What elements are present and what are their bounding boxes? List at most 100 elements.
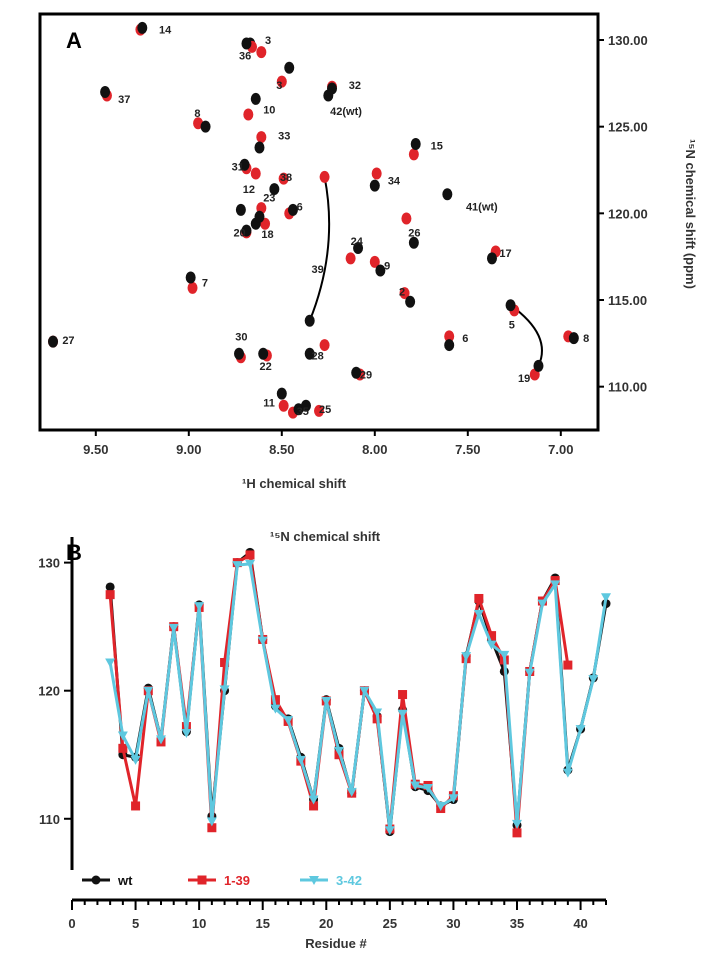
data-point <box>499 650 510 660</box>
legend-item: wt <box>82 873 133 888</box>
peak-wt <box>353 242 364 254</box>
peak-label: 29 <box>360 370 372 382</box>
data-point <box>410 781 421 791</box>
panel-label-a: A <box>66 28 82 53</box>
peak-label: 27 <box>62 335 74 347</box>
peak-wt <box>235 203 246 216</box>
peak-wt <box>486 252 497 265</box>
peak-variant <box>408 148 419 161</box>
x-tick-label-b: 10 <box>192 916 206 931</box>
y-tick-label-a: 120.00 <box>608 206 648 221</box>
peak-label: 42(wt) <box>330 106 362 118</box>
data-point <box>562 768 573 778</box>
data-point <box>220 658 230 668</box>
peak-wt <box>254 210 265 223</box>
peak-label: 22 <box>259 361 271 373</box>
peak-label: 6 <box>462 333 468 345</box>
data-point <box>575 725 586 735</box>
peak-label: 32 <box>349 80 361 92</box>
data-point <box>346 787 357 797</box>
data-point <box>207 823 217 833</box>
data-point <box>232 561 243 571</box>
y-axis-b: 110 120 130 <box>38 556 72 827</box>
data-point <box>461 652 472 662</box>
peak-wt <box>533 359 544 372</box>
peak-wt <box>442 188 453 201</box>
peak-wt <box>200 120 211 133</box>
peak-label: 25 <box>319 404 331 416</box>
data-point <box>398 690 408 700</box>
data-point <box>257 636 268 646</box>
series-3-42 <box>105 559 611 836</box>
peak-label: 14 <box>159 25 172 37</box>
peak-wt <box>254 141 265 154</box>
peak-wt <box>276 387 287 400</box>
peak-variant <box>256 46 267 59</box>
peak-variant <box>276 75 287 88</box>
data-point <box>601 593 611 603</box>
y-axis-title-a: ¹⁵N chemical shift (ppm) <box>683 139 698 289</box>
chart-title-b: ¹⁵N chemical shift <box>270 529 381 544</box>
panel-label-b: B <box>66 540 82 565</box>
peak-wt <box>327 82 338 95</box>
y-axis-a: 110.00 115.00 120.00 125.00 130.00 <box>598 33 648 395</box>
shift-trajectories <box>308 176 543 367</box>
peak-wt <box>185 271 196 284</box>
peak-label: 39 <box>312 264 324 276</box>
x-tick-label-a: 9.50 <box>83 442 108 457</box>
peak-variant <box>319 339 330 352</box>
peak-wt <box>48 335 59 348</box>
peak-wt <box>405 295 416 308</box>
peak-wt <box>351 366 362 379</box>
y-tick-label-a: 110.00 <box>608 380 647 395</box>
peak-wt <box>137 21 148 34</box>
peak-label: 26 <box>408 227 420 239</box>
peak-variant <box>401 212 412 225</box>
data-point <box>295 755 306 765</box>
peak-label: 41(wt) <box>466 201 498 213</box>
data-point <box>321 696 332 706</box>
data-point <box>91 875 101 885</box>
peak-wt <box>258 347 269 360</box>
peak-wt <box>410 138 421 150</box>
legend-item: 1-39 <box>188 873 250 888</box>
x-tick-label-b: 30 <box>446 916 460 931</box>
legend: wt 1-39 3-42 <box>82 873 362 888</box>
data-point <box>486 640 497 650</box>
peak-label: 23 <box>263 193 275 205</box>
x-tick-label-b: 15 <box>255 916 269 931</box>
peak-label: 8 <box>583 333 589 345</box>
data-point <box>156 735 166 745</box>
data-point <box>105 590 115 600</box>
y-tick-label-a: 130.00 <box>608 33 648 48</box>
y-tick-label-b: 110 <box>39 812 60 827</box>
peak-wt <box>369 179 380 192</box>
peak-label: 3 <box>265 35 271 47</box>
peak-label: 24 <box>351 236 364 248</box>
data-point <box>143 686 154 696</box>
peak-label: 18 <box>261 229 273 241</box>
data-point <box>197 875 207 885</box>
data-point <box>359 686 370 696</box>
data-point <box>194 602 205 612</box>
data-point <box>588 675 599 685</box>
peak-variant <box>250 167 261 180</box>
x-axis-title-a: ¹H chemical shift <box>242 476 347 491</box>
legend-item: 3-42 <box>300 873 362 888</box>
peak-label: 31 <box>232 162 244 174</box>
data-point <box>487 631 497 641</box>
peak-label: 12 <box>243 184 255 196</box>
data-point <box>524 668 535 678</box>
peak-variant <box>399 287 410 300</box>
data-point <box>245 550 255 560</box>
data-point <box>308 795 319 805</box>
peak-wt <box>269 183 280 196</box>
series-line <box>108 550 608 834</box>
peak-wt <box>444 339 455 352</box>
peak-label: 33 <box>278 130 290 142</box>
x-axis-a: 9.50 9.00 8.50 8.00 7.50 7.00 <box>83 430 573 457</box>
y-tick-label-a: 115.00 <box>608 293 647 308</box>
data-point <box>435 801 446 811</box>
series-layer <box>105 547 611 838</box>
peak-variant <box>187 281 198 294</box>
